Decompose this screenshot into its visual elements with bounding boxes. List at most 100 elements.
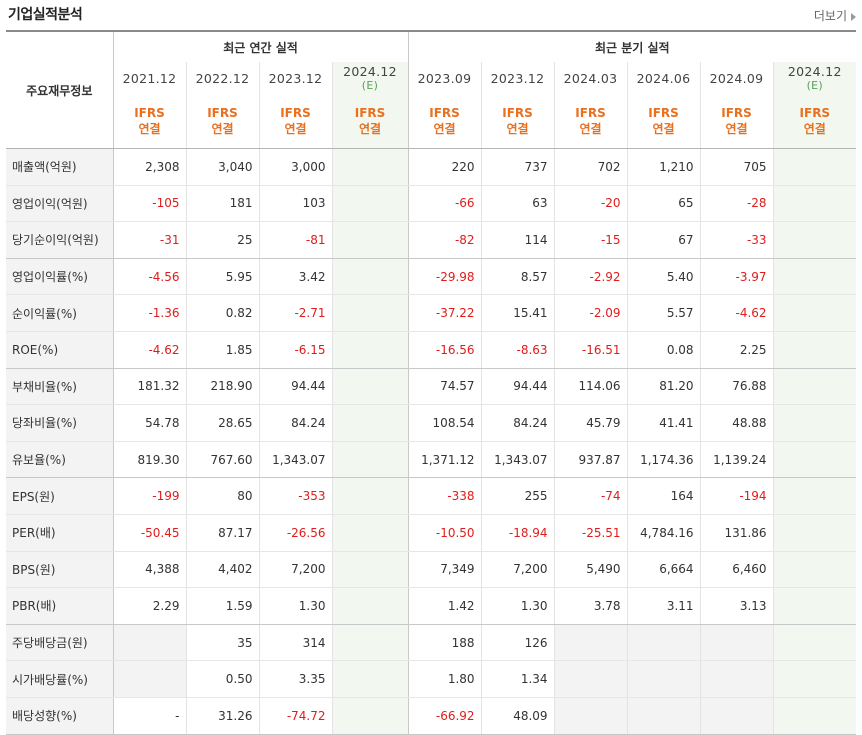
row-label: 영업이익률(%) xyxy=(6,258,113,296)
table-cell xyxy=(772,697,857,735)
table-cell: 4,388 xyxy=(112,551,186,589)
table-cell xyxy=(772,660,857,698)
row-label: BPS(원) xyxy=(6,551,113,589)
table-cell: 3,040 xyxy=(185,148,259,186)
table-cell: -29.98 xyxy=(407,258,482,296)
table-row: 매출액(억원) 2,308 3,040 3,000 220 737 702 1,210 705 xyxy=(6,148,857,186)
table-cell: 5.40 xyxy=(626,258,701,296)
period-date: 2023.09 xyxy=(417,70,472,86)
consolidation-label: 연결 xyxy=(725,122,748,136)
table-cell: 1,371.12 xyxy=(407,441,482,479)
consolidation-label: 연결 xyxy=(652,122,675,136)
table-row: 영업이익률(%) -4.56 5.95 3.42 -29.98 8.57 -2.92 5.40… xyxy=(6,258,857,296)
table-cell: 94.44 xyxy=(480,368,555,406)
table-cell xyxy=(112,660,186,698)
table-cell xyxy=(772,185,857,223)
period-date: 2024.03 xyxy=(563,70,618,86)
table-cell: 108.54 xyxy=(407,404,482,442)
section-header: 기업실적분석 더보기 xyxy=(4,0,856,30)
row-label: 영업이익(억원) xyxy=(6,185,113,223)
table-cell xyxy=(772,221,857,259)
table-cell: 1.34 xyxy=(480,660,555,698)
accounting-standard: IFRS 연결 xyxy=(480,94,555,149)
table-cell: -66.92 xyxy=(407,697,482,735)
accounting-standard: IFRS 연결 xyxy=(331,94,409,149)
table-cell xyxy=(331,331,409,369)
table-cell: 81.20 xyxy=(626,368,701,406)
table-row: 당좌비율(%) 54.78 28.65 84.24 108.54 84.24 45.79 41… xyxy=(6,404,857,442)
table-cell xyxy=(553,697,628,735)
table-cell: -6.15 xyxy=(258,331,332,369)
period-header: 2023.12 xyxy=(258,62,332,94)
table-cell: -18.94 xyxy=(480,514,555,552)
consolidation-label: 연결 xyxy=(138,122,161,136)
table-cell: 80 xyxy=(185,477,259,515)
table-cell xyxy=(772,258,857,296)
row-label: 부채비율(%) xyxy=(6,368,113,406)
table-cell: 41.41 xyxy=(626,404,701,442)
table-cell: 28.65 xyxy=(185,404,259,442)
table-cell xyxy=(772,148,857,186)
more-link[interactable]: 더보기 xyxy=(814,7,856,24)
table-cell xyxy=(699,660,774,698)
table-cell: 3.35 xyxy=(258,660,332,698)
table-cell: - xyxy=(112,697,186,735)
table-cell xyxy=(772,514,857,552)
table-cell: 0.82 xyxy=(185,294,259,332)
accounting-standard: IFRS 연결 xyxy=(626,94,701,149)
table-cell: -28 xyxy=(699,185,774,223)
period-header: 2024.12 (E) xyxy=(772,62,857,94)
table-cell: 1.30 xyxy=(258,587,332,625)
row-label: ROE(%) xyxy=(6,331,113,369)
table-cell xyxy=(772,368,857,406)
table-cell: 35 xyxy=(185,624,259,662)
table-cell: -81 xyxy=(258,221,332,259)
table-cell: -16.56 xyxy=(407,331,482,369)
table-cell xyxy=(331,185,409,223)
table-cell: 1,343.07 xyxy=(480,441,555,479)
table-cell: 131.86 xyxy=(699,514,774,552)
period-date: 2023.12 xyxy=(268,70,323,86)
table-cell: 1,174.36 xyxy=(626,441,701,479)
section-title: 기업실적분석 xyxy=(8,7,83,23)
period-header: 2024.09 xyxy=(699,62,774,94)
table-cell: 6,460 xyxy=(699,551,774,589)
table-cell: 103 xyxy=(258,185,332,223)
table-cell: 1.42 xyxy=(407,587,482,625)
accounting-standard: IFRS 연결 xyxy=(112,94,186,149)
table-row: 주당배당금(원) 35 314 188 126 xyxy=(6,624,857,662)
table-row: 순이익률(%) -1.36 0.82 -2.71 -37.22 15.41 -2.09 5.5… xyxy=(6,294,857,332)
table-cell: 188 xyxy=(407,624,482,662)
table-row: 유보율(%) 819.30 767.60 1,343.07 1,371.12 1,343.… xyxy=(6,441,857,479)
period-header: 2023.09 xyxy=(407,62,482,94)
table-cell: -25.51 xyxy=(553,514,628,552)
table-cell: 819.30 xyxy=(112,441,186,479)
consolidation-label: 연결 xyxy=(211,122,234,136)
table-cell: 7,200 xyxy=(258,551,332,589)
table-cell: 7,200 xyxy=(480,551,555,589)
row-label: 주당배당금(원) xyxy=(6,624,113,662)
period-header: 2021.12 xyxy=(112,62,186,94)
table-cell: 737 xyxy=(480,148,555,186)
table-cell: -4.62 xyxy=(112,331,186,369)
more-link-label: 더보기 xyxy=(813,9,847,23)
table-row: PBR(배) 2.29 1.59 1.30 1.42 1.30 3.78 3.11 3.13 xyxy=(6,587,857,625)
estimate-marker: (E) xyxy=(361,79,379,92)
table-cell xyxy=(331,258,409,296)
table-cell: -16.51 xyxy=(553,331,628,369)
table-cell xyxy=(553,660,628,698)
table-cell: 255 xyxy=(480,477,555,515)
table-cell: 54.78 xyxy=(112,404,186,442)
table-cell: -33 xyxy=(699,221,774,259)
period-header: 2022.12 xyxy=(185,62,259,94)
table-cell: 2.25 xyxy=(699,331,774,369)
table-cell: 4,784.16 xyxy=(626,514,701,552)
table-cell: 181.32 xyxy=(112,368,186,406)
table-cell: 74.57 xyxy=(407,368,482,406)
table-cell xyxy=(331,697,409,735)
table-cell: 3,000 xyxy=(258,148,332,186)
standard-label: IFRS xyxy=(134,106,165,120)
period-date: 2024.06 xyxy=(636,70,691,86)
table-row: ROE(%) -4.62 1.85 -6.15 -16.56 -8.63 -16.51 0.0… xyxy=(6,331,857,369)
period-date: 2022.12 xyxy=(195,70,250,86)
